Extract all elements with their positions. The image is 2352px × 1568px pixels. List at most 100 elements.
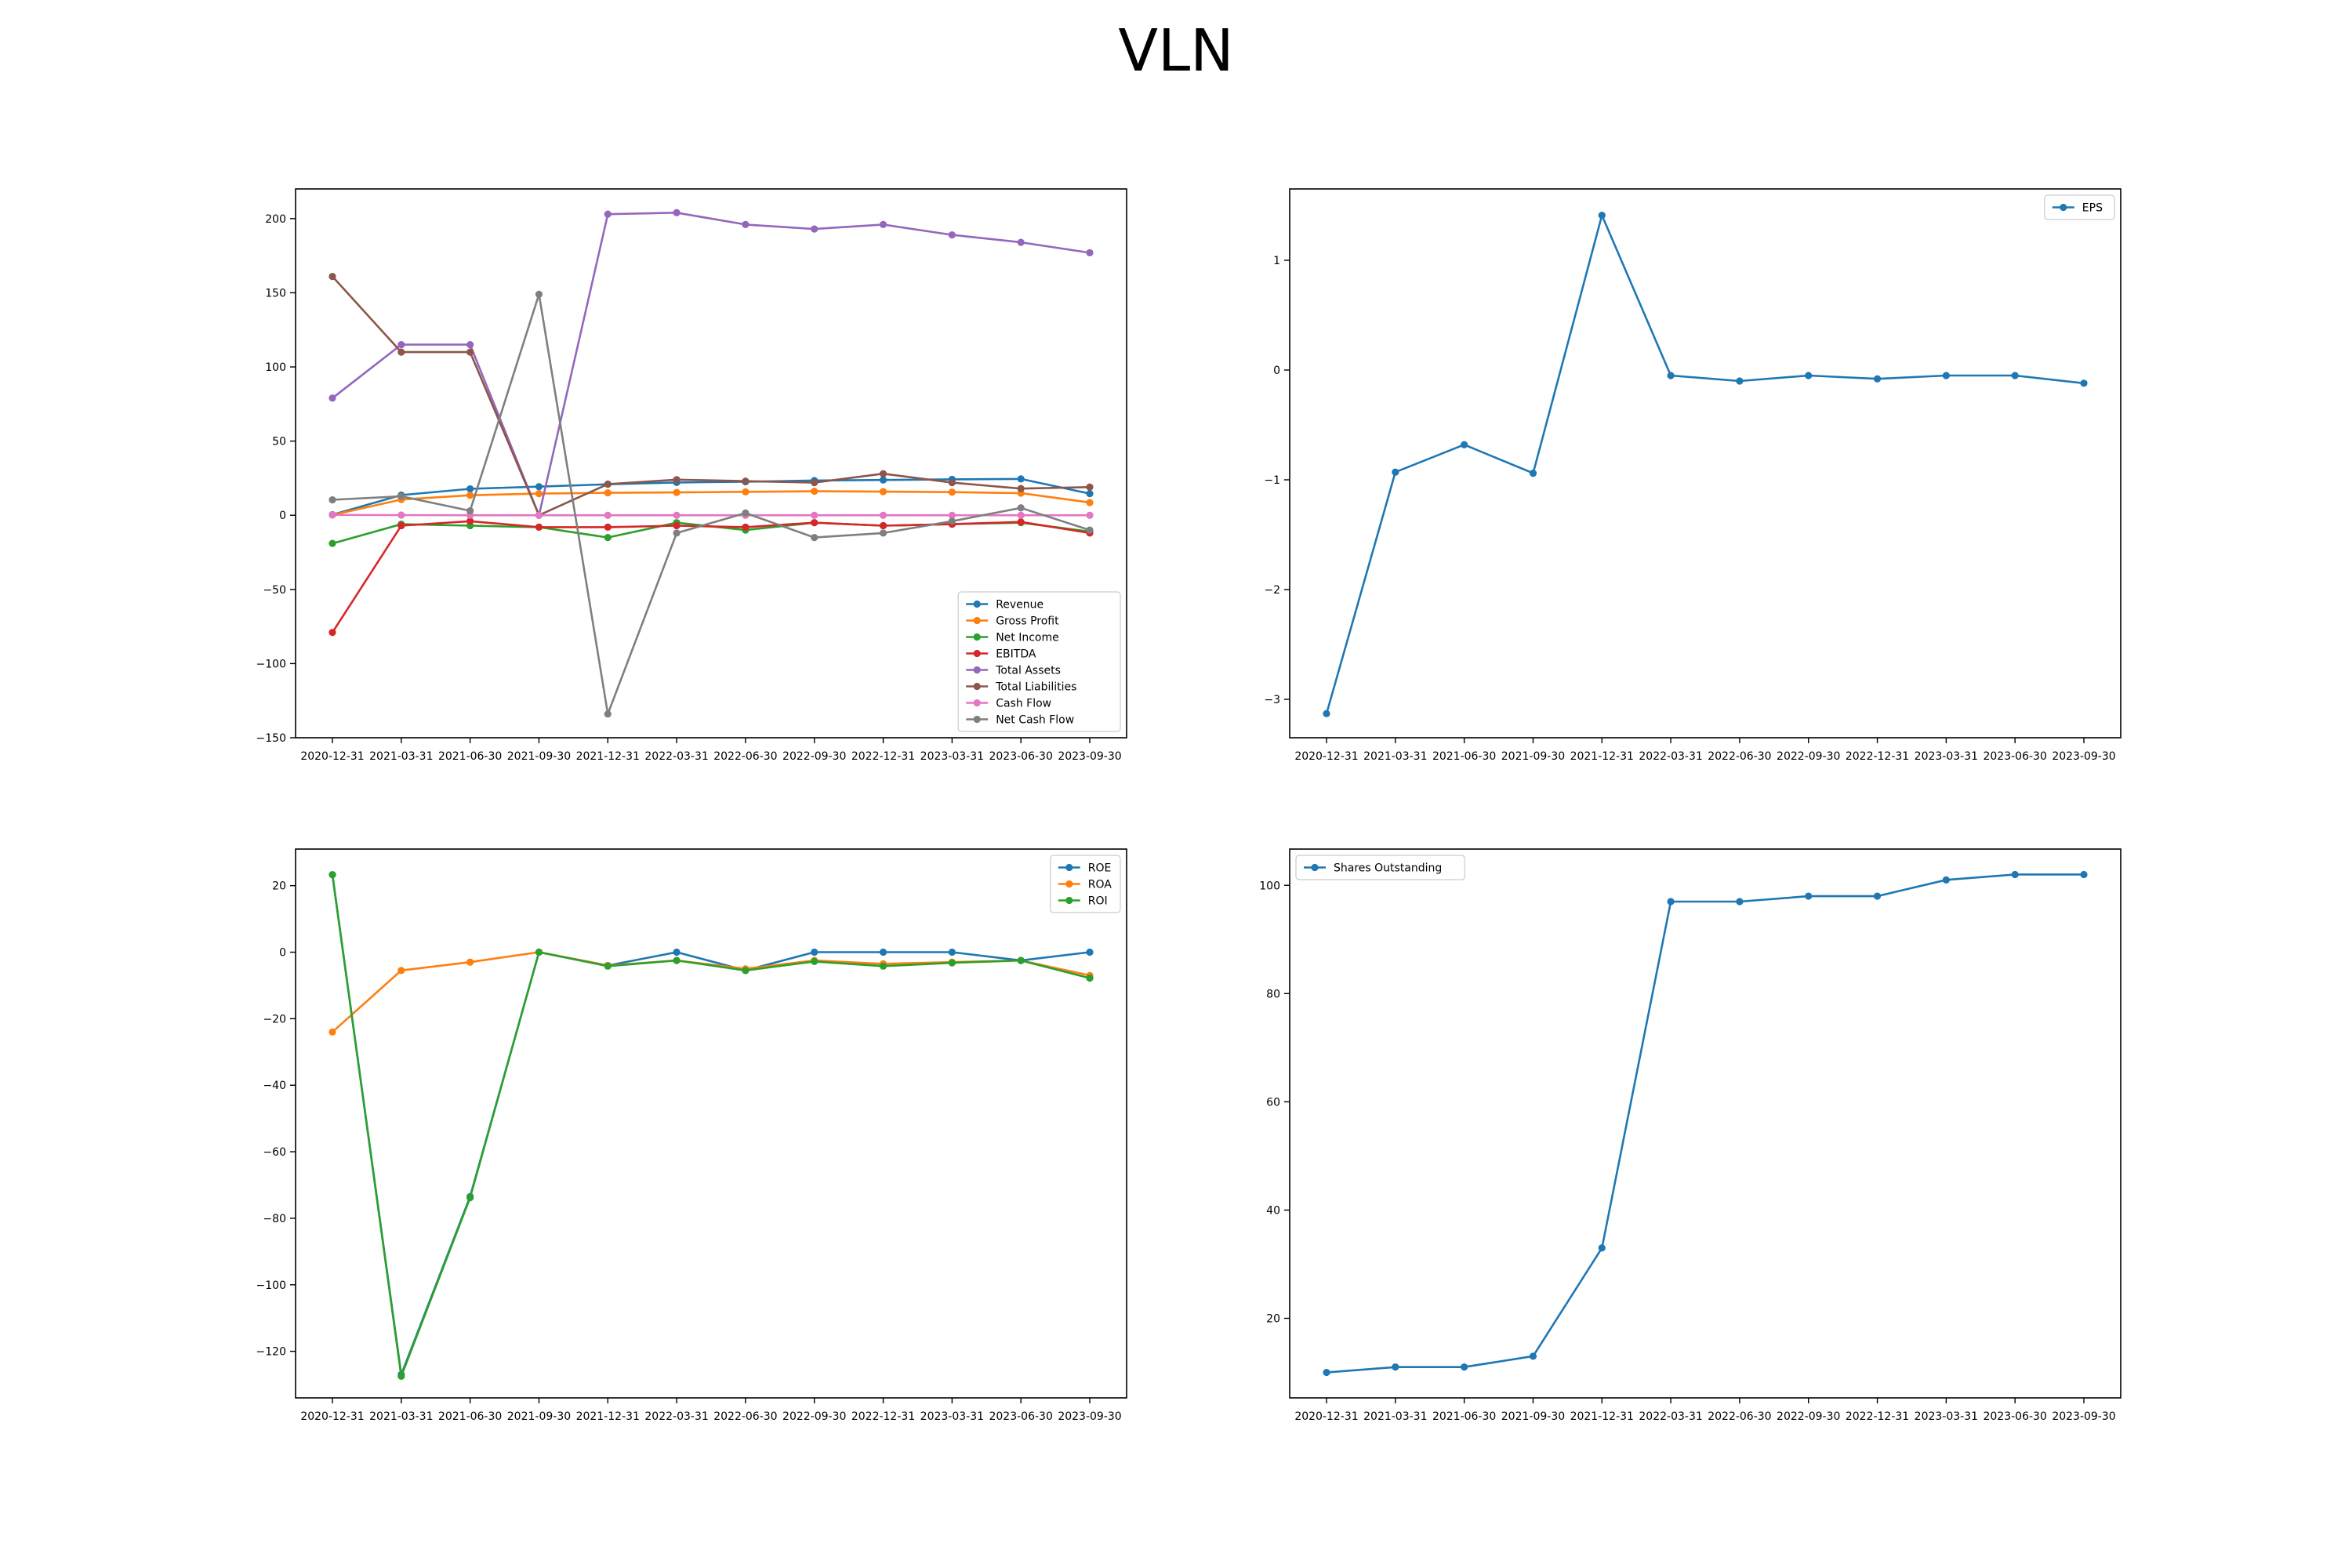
x-tick-label: 2021-12-31 (1570, 1410, 1634, 1423)
chart-panel-2: 2020-12-31 2021-03-31 2021-06-30 2021-09-30… (1264, 188, 2122, 763)
data-point (1529, 470, 1537, 477)
axes-frame (295, 188, 1127, 739)
data-point (811, 225, 818, 233)
legend-label: ROE (1088, 862, 1112, 875)
data-point (1461, 441, 1468, 448)
data-point (466, 506, 474, 515)
x-tick-label: 2023-06-30 (989, 1410, 1052, 1423)
data-point (1017, 238, 1025, 246)
data-point (879, 529, 887, 537)
legend-label: Shares Outstanding (1334, 862, 1442, 875)
data-point (2011, 372, 2019, 379)
data-point (948, 948, 956, 956)
data-point (1805, 892, 1813, 900)
x-tick-label: 2020-12-31 (300, 1410, 364, 1423)
series-line (332, 211, 1091, 517)
data-point (1736, 898, 1744, 906)
x-tick-label: 2023-03-31 (1915, 750, 1978, 763)
legend: ROE ROA ROI (1050, 855, 1121, 913)
x-tick-label: 2021-09-30 (1501, 1410, 1565, 1423)
data-point (535, 511, 543, 519)
data-point (2011, 870, 2019, 879)
y-tick-label: 40 (1266, 1204, 1280, 1217)
y-tick-label: 20 (272, 880, 286, 893)
legend-label: ROA (1088, 879, 1112, 891)
data-point (1323, 1368, 1330, 1377)
x-tick-label: 2022-12-31 (1846, 750, 1909, 763)
y-tick-label: 0 (279, 510, 286, 522)
data-point (1086, 499, 1094, 506)
data-point (673, 209, 681, 216)
data-point (2080, 870, 2088, 879)
data-point (1873, 375, 1882, 383)
x-tick-label: 2021-09-30 (507, 1410, 571, 1423)
y-tick-label: −100 (256, 1279, 286, 1292)
data-point (397, 511, 405, 519)
y-tick-label: −150 (256, 732, 286, 745)
data-point (1017, 475, 1025, 483)
y-tick-label: 0 (279, 947, 286, 960)
data-point (811, 948, 818, 956)
axes-frame (1289, 188, 2122, 739)
x-tick-label: 2023-09-30 (1058, 750, 1121, 763)
data-point (948, 511, 956, 519)
data-point (811, 957, 818, 965)
data-point (328, 1028, 336, 1036)
data-point (535, 483, 543, 491)
legend-label: EPS (2082, 202, 2103, 215)
data-point (1017, 511, 1025, 519)
data-point (604, 962, 612, 970)
data-point (328, 495, 336, 504)
data-point (1392, 468, 1399, 476)
data-point (948, 517, 956, 525)
data-point (604, 511, 612, 519)
data-point (1736, 377, 1744, 385)
data-point (1017, 485, 1025, 492)
data-point (879, 220, 887, 229)
series-eps (1323, 212, 2088, 717)
legend-marker (973, 616, 981, 625)
data-point (604, 489, 612, 497)
x-tick-label: 2022-09-30 (782, 1410, 846, 1423)
series-line (332, 292, 1091, 716)
data-point (328, 511, 336, 519)
legend-label: Cash Flow (996, 698, 1051, 710)
x-tick-label: 2021-12-31 (576, 750, 640, 763)
series-line (332, 477, 1091, 516)
x-tick-label: 2021-09-30 (1501, 750, 1565, 763)
data-point (1086, 483, 1094, 491)
data-point (742, 477, 750, 485)
data-point (879, 962, 887, 970)
data-point (1873, 892, 1882, 900)
data-point (466, 341, 474, 349)
data-point (604, 533, 612, 542)
legend-box (1295, 855, 1465, 880)
data-point (604, 480, 612, 488)
data-point (397, 492, 405, 500)
chart-panel-1: 2020-12-31 2021-03-31 2021-06-30 2021-09-30… (256, 188, 1127, 763)
data-point (604, 710, 612, 718)
data-point (466, 348, 474, 356)
x-tick-label: 2020-12-31 (1294, 1410, 1358, 1423)
x-tick-label: 2021-09-30 (507, 750, 571, 763)
y-tick-label: 20 (1266, 1313, 1280, 1326)
x-tick-label: 2021-12-31 (576, 1410, 640, 1423)
x-tick-label: 2021-03-31 (369, 750, 433, 763)
y-tick-label: −3 (1264, 694, 1280, 706)
data-point (742, 220, 750, 229)
legend: Revenue Gross Profit Net Income EBITDA Total… (957, 591, 1121, 732)
legend-label: Net Cash Flow (996, 714, 1074, 727)
data-point (1667, 898, 1675, 906)
x-tick-label: 2023-09-30 (1058, 1410, 1121, 1423)
legend-label: Total Assets (995, 665, 1061, 677)
series-line (332, 951, 1091, 1033)
data-point (742, 523, 750, 531)
data-point (673, 476, 681, 484)
y-tick-label: 100 (265, 361, 286, 374)
data-point (1086, 489, 1094, 498)
data-point (466, 492, 474, 499)
legend-marker (1065, 896, 1073, 905)
data-point (397, 521, 405, 530)
x-tick-label: 2023-03-31 (920, 1410, 984, 1423)
